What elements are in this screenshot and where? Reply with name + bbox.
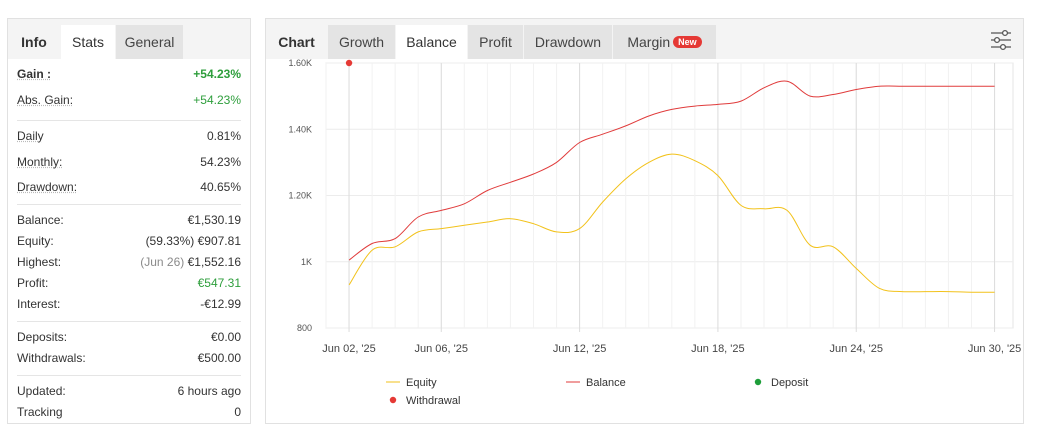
updated-value: 6 hours ago: [177, 384, 241, 398]
withdrawals-value: €500.00: [197, 351, 241, 365]
balance-legend-label[interactable]: Balance: [586, 377, 626, 389]
tab-profit[interactable]: Profit: [468, 25, 523, 59]
monthly-value: 54.23%: [200, 155, 241, 169]
x-tick-label: Jun 18, '25: [691, 343, 744, 355]
new-badge: New: [673, 36, 702, 48]
chart-events: [345, 59, 353, 67]
gain-label[interactable]: Gain :: [17, 67, 52, 81]
abs-gain-row: Abs. Gain: +54.23%: [17, 91, 241, 109]
withdrawals-row: Withdrawals: €500.00: [17, 349, 241, 367]
chart-tabbar: Chart Growth Balance Profit Drawdown Mar…: [266, 19, 1023, 59]
equity-row: Equity: (59.33%) €907.81: [17, 232, 241, 250]
chart-grid: [325, 62, 1014, 332]
divider: [17, 321, 241, 322]
gain-row: Gain : +54.23%: [17, 65, 241, 83]
balance-label: Balance:: [17, 213, 64, 227]
equity-legend-label[interactable]: Equity: [406, 377, 437, 389]
withdrawal-marker: [345, 59, 353, 67]
deposits-label: Deposits:: [17, 330, 68, 344]
highest-date: (Jun 26): [140, 255, 185, 269]
daily-row: Daily 0.81%: [17, 127, 241, 145]
equity-value: €907.81: [197, 234, 241, 248]
daily-value: 0.81%: [206, 129, 241, 143]
x-tick-label: Jun 30, '25: [968, 343, 1021, 355]
chart-panel: Chart Growth Balance Profit Drawdown Mar…: [265, 18, 1024, 424]
tracking-value: 0: [234, 405, 241, 419]
highest-row: Highest: (Jun 26) €1,552.16: [17, 253, 241, 271]
balance-row: Balance: €1,530.19: [17, 211, 241, 229]
profit-row: Profit: €547.31: [17, 274, 241, 292]
drawdown-value: 40.65%: [200, 180, 241, 194]
deposit-legend-swatch: [754, 378, 762, 386]
equity-value-group: (59.33%) €907.81: [146, 232, 241, 250]
chart-settings-button[interactable]: [989, 29, 1013, 51]
highest-value-group: (Jun 26) €1,552.16: [140, 253, 241, 271]
y-tick-label: 1.20K: [288, 191, 312, 201]
y-tick-label: 800: [297, 323, 312, 333]
y-tick-label: 1K: [301, 257, 312, 267]
withdrawal-legend-swatch: [389, 396, 397, 404]
tab-general[interactable]: General: [116, 25, 183, 59]
tab-stats[interactable]: Stats: [61, 25, 115, 59]
tab-chart[interactable]: Chart: [278, 34, 315, 50]
interest-value: -€12.99: [200, 297, 241, 311]
interest-row: Interest: -€12.99: [17, 295, 241, 313]
tab-info[interactable]: Info: [21, 34, 47, 50]
monthly-row: Monthly: 54.23%: [17, 153, 241, 171]
tab-margin[interactable]: Margin New: [613, 25, 716, 59]
withdrawals-label: Withdrawals:: [17, 351, 86, 365]
x-tick-label: Jun 24, '25: [829, 343, 882, 355]
chart-legend[interactable]: Equity Balance Deposit Withdrawal: [386, 377, 808, 407]
stats-panel: Info Stats General Gain : +54.23% Abs. G…: [7, 18, 251, 424]
interest-label: Interest:: [17, 297, 61, 311]
chart-series: [348, 80, 995, 293]
updated-row: Updated: 6 hours ago: [17, 382, 241, 400]
abs-gain-label[interactable]: Abs. Gain:: [17, 93, 74, 107]
deposits-row: Deposits: €0.00: [17, 328, 241, 346]
y-tick-label: 1.40K: [288, 124, 312, 134]
highest-label: Highest:: [17, 255, 62, 269]
tracking-label: Tracking: [17, 405, 63, 419]
y-axis: 800 1K 1.20K 1.40K 1.60K: [288, 59, 312, 333]
divider: [17, 120, 241, 121]
equity-label: Equity:: [17, 234, 54, 248]
highest-value: €1,552.16: [187, 255, 241, 269]
tab-growth[interactable]: Growth: [328, 25, 395, 59]
tracking-row: Tracking 0: [17, 403, 241, 421]
profit-value: €547.31: [197, 276, 241, 290]
balance-line: [348, 80, 995, 261]
drawdown-label[interactable]: Drawdown:: [17, 180, 78, 194]
tab-drawdown[interactable]: Drawdown: [524, 25, 612, 59]
x-axis: Jun 02, '25 Jun 06, '25 Jun 12, '25 Jun 18,…: [322, 343, 1021, 355]
equity-line: [348, 153, 995, 293]
profit-label: Profit:: [17, 276, 49, 290]
drawdown-row: Drawdown: 40.65%: [17, 178, 241, 196]
monthly-label[interactable]: Monthly:: [17, 155, 63, 169]
balance-chart: 800 1K 1.20K 1.40K 1.60K Jun 02, '25 Jun 06, …: [288, 59, 1021, 407]
withdrawal-legend-label[interactable]: Withdrawal: [406, 395, 460, 407]
updated-label: Updated:: [17, 384, 66, 398]
x-tick-label: Jun 02, '25: [322, 343, 375, 355]
daily-label[interactable]: Daily: [17, 129, 44, 143]
x-tick-label: Jun 06, '25: [415, 343, 468, 355]
x-tick-label: Jun 12, '25: [553, 343, 606, 355]
abs-gain-value: +54.23%: [193, 93, 241, 107]
gain-value: +54.23%: [193, 67, 241, 81]
balance-value: €1,530.19: [187, 213, 241, 227]
divider: [17, 204, 241, 205]
deposit-legend-label[interactable]: Deposit: [771, 377, 808, 389]
tab-margin-label: Margin: [627, 34, 671, 50]
tab-balance[interactable]: Balance: [396, 25, 467, 59]
sliders-icon: [991, 29, 1011, 51]
deposits-value: €0.00: [210, 330, 241, 344]
divider: [17, 375, 241, 376]
equity-percent: (59.33%): [145, 234, 195, 248]
left-tabbar: Info Stats General: [8, 19, 250, 59]
y-tick-label: 1.60K: [288, 59, 312, 68]
